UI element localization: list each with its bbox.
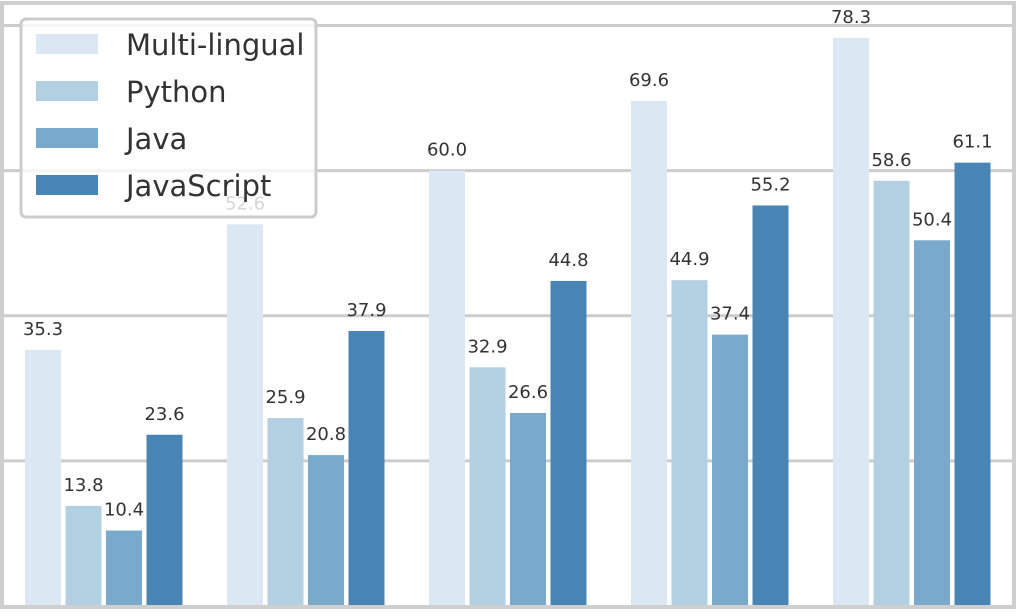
data-label: 44.8 — [548, 250, 588, 271]
bar — [308, 455, 344, 606]
bar — [873, 180, 910, 607]
data-label: 37.4 — [710, 304, 750, 325]
data-label: 50.4 — [912, 209, 952, 230]
data-label: 35.3 — [23, 319, 63, 340]
bar — [348, 330, 385, 606]
legend-swatch — [36, 175, 98, 195]
bar — [954, 162, 991, 606]
legend-label: Python — [126, 75, 227, 109]
bar — [106, 530, 142, 606]
data-label: 55.2 — [750, 174, 790, 195]
data-label: 13.8 — [63, 475, 103, 496]
bar — [146, 434, 183, 606]
bar — [631, 100, 667, 606]
data-labels: 35.352.660.069.678.313.825.932.944.958.6… — [23, 7, 993, 521]
data-label: 10.4 — [104, 500, 144, 521]
legend-swatch — [36, 34, 98, 54]
data-label: 60.0 — [427, 140, 467, 161]
data-label: 20.8 — [306, 424, 346, 445]
bar — [429, 170, 465, 606]
bar — [550, 280, 587, 606]
legend-label: JavaScript — [124, 169, 271, 203]
legend-box — [19, 17, 318, 219]
bar — [65, 505, 102, 606]
legend-swatch — [36, 128, 98, 148]
data-label: 37.9 — [346, 300, 386, 321]
bar — [267, 418, 304, 606]
bars — [25, 37, 991, 607]
data-label: 23.6 — [144, 404, 184, 425]
bar — [833, 37, 869, 607]
bar — [510, 412, 546, 606]
data-label: 78.3 — [831, 7, 871, 28]
bar — [469, 367, 506, 606]
bar — [752, 205, 789, 606]
bar — [25, 349, 61, 606]
bar — [227, 224, 263, 606]
data-label: 44.9 — [669, 249, 709, 270]
data-label: 69.6 — [629, 70, 669, 91]
legend-label: Java — [124, 122, 187, 156]
data-label: 58.6 — [871, 150, 911, 171]
data-label: 26.6 — [508, 382, 548, 403]
data-label: 61.1 — [952, 132, 992, 153]
bar — [671, 280, 708, 606]
data-label: 32.9 — [467, 336, 507, 357]
bar — [914, 240, 950, 607]
legend: Multi-lingual Python Java JavaScript — [19, 17, 318, 219]
legend-swatch — [36, 81, 98, 101]
data-label: 25.9 — [265, 387, 305, 408]
bar — [712, 334, 748, 606]
legend-label: Multi-lingual — [126, 28, 304, 62]
